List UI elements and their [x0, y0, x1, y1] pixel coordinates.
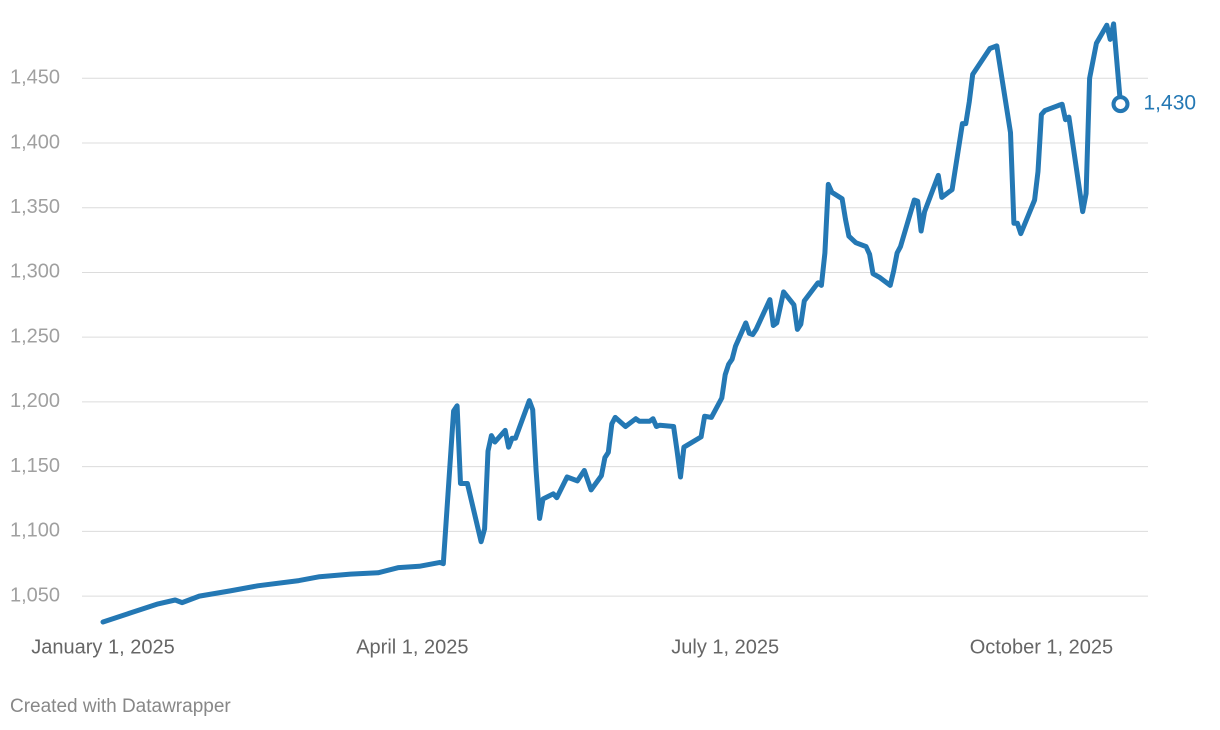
end-label: 1,430 [1144, 92, 1197, 115]
y-tick-label: 1,450 [10, 67, 60, 89]
y-tick-label: 1,300 [10, 261, 60, 283]
y-tick-label: 1,200 [10, 390, 60, 412]
credit: Created with Datawrapper [10, 696, 231, 717]
y-tick-label: 1,100 [10, 520, 60, 542]
y-tick-label: 1,150 [10, 455, 60, 477]
end-point [1111, 95, 1130, 114]
line [100, 21, 1123, 625]
y-tick-label: 1,400 [10, 131, 60, 153]
y-tick-label: 1,250 [10, 325, 60, 347]
x-tick-label: January 1, 2025 [31, 636, 174, 658]
x-tick-label: April 1, 2025 [356, 636, 468, 658]
y-tick-label: 1,050 [10, 584, 60, 606]
x-tick-label: July 1, 2025 [671, 636, 779, 658]
y-tick-label: 1,350 [10, 196, 60, 218]
x-tick-label: October 1, 2025 [970, 636, 1113, 658]
